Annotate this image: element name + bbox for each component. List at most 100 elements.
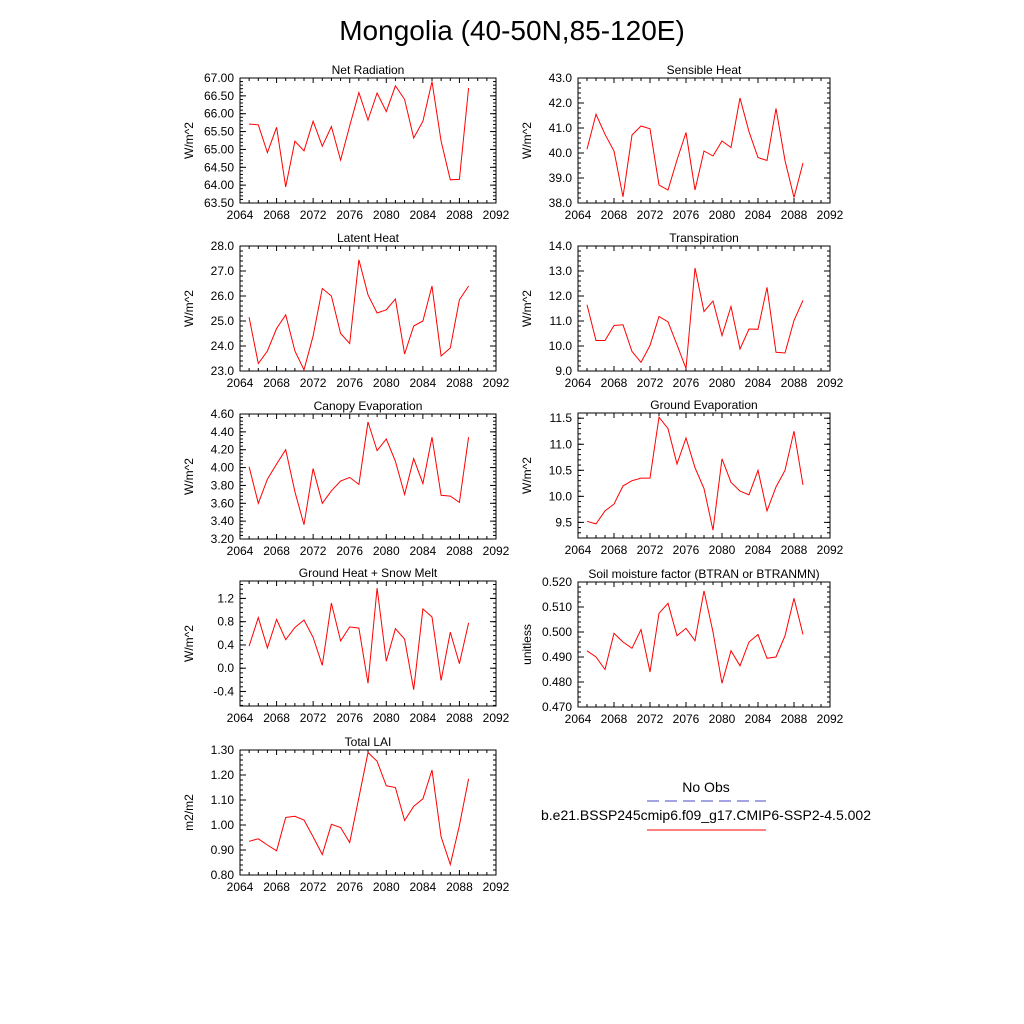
- chart-panel: Soil moisture factor (BTRAN or BTRANMN) u…: [520, 567, 844, 726]
- plot-frame: [577, 245, 831, 372]
- x-tick-label: 2072: [637, 208, 664, 222]
- x-tick-label: 2088: [446, 880, 473, 894]
- y-tick-label: 66.00: [204, 107, 234, 121]
- figure-title: Mongolia (40-50N,85-120E): [339, 15, 685, 46]
- x-tick-label: 2064: [565, 543, 592, 557]
- y-tick-label: 42.0: [549, 96, 573, 110]
- y-tick-label: 1.10: [211, 793, 235, 807]
- y-tick-label: 25.0: [211, 314, 235, 328]
- y-tick-label: 38.0: [549, 196, 573, 210]
- x-tick-label: 2072: [300, 376, 327, 390]
- y-tick-label: 27.0: [211, 264, 235, 278]
- series-line: [586, 415, 804, 531]
- x-tick-label: 2076: [336, 711, 363, 725]
- panel-title: Canopy Evaporation: [314, 399, 423, 413]
- x-tick-label: 2092: [817, 208, 844, 222]
- x-tick-label: 2072: [300, 711, 327, 725]
- x-tick-label: 2072: [637, 543, 664, 557]
- y-tick-label: 3.60: [211, 496, 235, 510]
- x-tick-label: 2080: [709, 376, 736, 390]
- y-axis-label: m2/m2: [182, 794, 196, 831]
- y-tick-label: 0.510: [542, 600, 572, 614]
- x-tick-label: 2084: [745, 543, 772, 557]
- y-tick-label: 1.20: [211, 768, 235, 782]
- x-tick-label: 2084: [410, 880, 437, 894]
- panel-title: Ground Heat + Snow Melt: [299, 566, 438, 580]
- plot-frame: [239, 413, 497, 540]
- panel-title: Latent Heat: [337, 231, 400, 245]
- x-tick-label: 2076: [673, 712, 700, 726]
- x-tick-label: 2064: [227, 880, 254, 894]
- y-tick-label: 63.50: [204, 196, 234, 210]
- x-tick-label: 2080: [709, 712, 736, 726]
- series-line: [586, 267, 804, 369]
- y-tick-label: 1.00: [211, 818, 235, 832]
- y-tick-label: 0.90: [211, 843, 235, 857]
- panel-title: Transpiration: [669, 231, 739, 245]
- y-tick-label: 11.5: [550, 411, 573, 425]
- plot-frame: [577, 412, 831, 539]
- panel-title: Total LAI: [345, 735, 392, 749]
- y-tick-label: 4.40: [211, 425, 235, 439]
- y-tick-label: 12.0: [549, 289, 573, 303]
- panel-title: Ground Evaporation: [650, 398, 757, 412]
- plot-frame: [577, 77, 831, 204]
- series-line: [248, 587, 470, 690]
- y-tick-label: 10.5: [549, 463, 573, 477]
- y-axis-label: W/m^2: [182, 122, 196, 159]
- plot-frame: [577, 581, 831, 708]
- y-axis-label: W/m^2: [520, 122, 534, 159]
- y-tick-label: 65.00: [204, 142, 234, 156]
- x-tick-label: 2068: [263, 544, 290, 558]
- y-tick-label: 0.8: [217, 615, 234, 629]
- x-tick-label: 2092: [483, 880, 510, 894]
- panel-title: Net Radiation: [332, 63, 405, 77]
- x-tick-label: 2084: [745, 376, 772, 390]
- x-tick-label: 2076: [336, 376, 363, 390]
- legend: No Obs b.e21.BSSP245cmip6.f09_g17.CMIP6-…: [541, 779, 871, 831]
- series-line: [249, 81, 470, 187]
- x-tick-label: 2084: [410, 208, 437, 222]
- x-tick-label: 2080: [373, 880, 400, 894]
- y-tick-label: 67.00: [204, 71, 234, 85]
- y-tick-label: 11.0: [550, 314, 573, 328]
- x-tick-label: 2088: [446, 208, 473, 222]
- y-tick-label: 9.5: [555, 515, 572, 529]
- y-tick-label: 66.50: [204, 89, 234, 103]
- x-tick-label: 2076: [336, 208, 363, 222]
- y-tick-label: 3.20: [211, 532, 235, 546]
- x-tick-label: 2080: [373, 544, 400, 558]
- x-tick-label: 2064: [227, 544, 254, 558]
- x-tick-label: 2092: [483, 711, 510, 725]
- y-tick-label: -0.4: [213, 684, 234, 698]
- chart-panel: Net Radiation W/m^2 2064 2068 2072 2076 2080 20…: [182, 63, 510, 222]
- series-line: [248, 421, 470, 525]
- series-line: [586, 97, 804, 198]
- x-tick-label: 2084: [745, 712, 772, 726]
- y-tick-label: 1.30: [211, 743, 235, 757]
- y-tick-label: 40.0: [549, 146, 573, 160]
- chart-panel: Sensible Heat W/m^2 2064 2068 2072 2076 2080 20…: [520, 63, 844, 222]
- y-axis-label: W/m^2: [182, 290, 196, 327]
- y-tick-label: 64.00: [204, 178, 234, 192]
- y-tick-label: 65.50: [204, 125, 234, 139]
- panel-title: Sensible Heat: [667, 63, 742, 77]
- plot-frame: [239, 749, 497, 876]
- chart-panel: Ground Evaporation W/m^2 2064 2068 2072 2076 2…: [520, 398, 844, 557]
- x-tick-label: 2068: [601, 712, 628, 726]
- series-line: [248, 259, 470, 372]
- x-tick-label: 2064: [565, 208, 592, 222]
- y-tick-label: 0.500: [542, 625, 572, 639]
- x-tick-label: 2084: [410, 544, 437, 558]
- y-tick-label: 43.0: [549, 71, 573, 85]
- x-tick-label: 2068: [263, 376, 290, 390]
- x-tick-label: 2092: [817, 376, 844, 390]
- x-tick-label: 2064: [565, 712, 592, 726]
- x-tick-label: 2072: [300, 544, 327, 558]
- x-tick-label: 2088: [781, 543, 808, 557]
- y-tick-label: 1.2: [217, 591, 234, 605]
- y-tick-label: 0.470: [542, 700, 572, 714]
- x-tick-label: 2068: [601, 543, 628, 557]
- y-axis-label: unitless: [520, 624, 534, 665]
- x-tick-label: 2092: [483, 544, 510, 558]
